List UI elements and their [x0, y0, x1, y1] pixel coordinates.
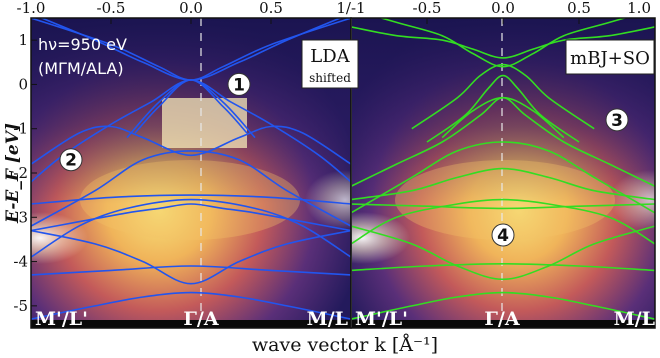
- right-bands: [352, 18, 655, 320]
- y-tick-label: -5: [13, 297, 28, 315]
- marker-circle-3: [605, 108, 629, 132]
- x-axis-label: wave vector k [Å⁻¹]: [252, 334, 438, 356]
- left-kpoint-m: M/L: [307, 308, 348, 330]
- x-tick-label: 0.0: [179, 0, 203, 17]
- y-tick-label: 0: [18, 75, 28, 93]
- y-tick-label: -3: [13, 208, 28, 226]
- x-tick-label: 0.5: [567, 0, 591, 17]
- mbj-band-10: [352, 198, 655, 245]
- mbj-band-4: [426, 74, 580, 143]
- shifted-label: shifted: [309, 71, 351, 85]
- left-panel-image: [31, 18, 351, 328]
- left-kpoint-m-prime: M'/L': [35, 308, 88, 330]
- lda-band-11: [31, 229, 351, 285]
- right-kpoint-m: M/L: [614, 308, 655, 330]
- x-tick-label: -0.5: [97, 0, 126, 17]
- lda-box: LDA shifted: [301, 39, 359, 89]
- mbj-label: mBJ+SO: [570, 48, 650, 69]
- lda-band-8: [31, 194, 351, 205]
- left-kpoint-gamma: Γ/A: [183, 308, 218, 330]
- x-ticks: -1.0 -0.5 0.0 0.5 1/-1 -0.5 0.0 0.5 1.0: [17, 0, 656, 24]
- mbj-band-8: [352, 167, 655, 201]
- mbj-band-7: [352, 141, 655, 214]
- mbj-band-11: [352, 225, 655, 281]
- right-kpoint-gamma: Γ/A: [484, 308, 519, 330]
- lda-band-7: [31, 150, 351, 227]
- lda-band-13: [31, 291, 351, 320]
- mbj-band-3: [411, 63, 595, 130]
- lda-band-10: [31, 198, 351, 258]
- marker-circle-1: [227, 72, 251, 96]
- marker-label-4: 4: [497, 226, 509, 246]
- band-markers: 1 2 3 4: [59, 72, 629, 247]
- highlight-window: [162, 98, 247, 148]
- marker-circle-4: [491, 223, 515, 247]
- mbj-band-6: [352, 96, 655, 188]
- marker-circle-2: [59, 148, 83, 172]
- y-ticks: 1 0 -1 -2 -3 -4 -5: [13, 31, 37, 315]
- direction-label: (MΓM/ALA): [38, 59, 124, 78]
- lda-band-12: [31, 265, 351, 276]
- y-tick-label: 1: [18, 31, 28, 49]
- mbj-band-13: [352, 291, 655, 320]
- mbj-box: mBJ+SO: [565, 39, 655, 75]
- x-tick-label: 0.0: [491, 0, 515, 17]
- x-tick-label: 1.0: [627, 0, 651, 17]
- marker-label-1: 1: [233, 75, 245, 95]
- mbj-band-9: [352, 203, 655, 210]
- y-tick-label: -1: [13, 120, 28, 138]
- x-tick-label: -0.5: [413, 0, 442, 17]
- x-tick-label: -1.0: [17, 0, 46, 17]
- x-tick-label: 1/-1: [336, 0, 365, 17]
- y-tick-label: -4: [13, 253, 28, 271]
- lda-band-6: [31, 125, 351, 165]
- mbj-band-1: [352, 26, 655, 59]
- marker-label-3: 3: [611, 111, 623, 131]
- photon-energy-label: hν=950 eV: [38, 35, 127, 54]
- x-tick-label: 0.5: [259, 0, 283, 17]
- marker-label-2: 2: [65, 151, 77, 171]
- mbj-band-2: [378, 18, 628, 68]
- lda-band-5: [31, 79, 351, 183]
- lda-label: LDA: [310, 46, 350, 67]
- y-axis-label: E-E_F [eV]: [3, 123, 23, 224]
- right-kpoint-m-prime: M'/L': [355, 308, 408, 330]
- left-bands: [31, 18, 351, 320]
- mbj-band-12: [352, 262, 655, 272]
- y-tick-label: -2: [13, 164, 28, 182]
